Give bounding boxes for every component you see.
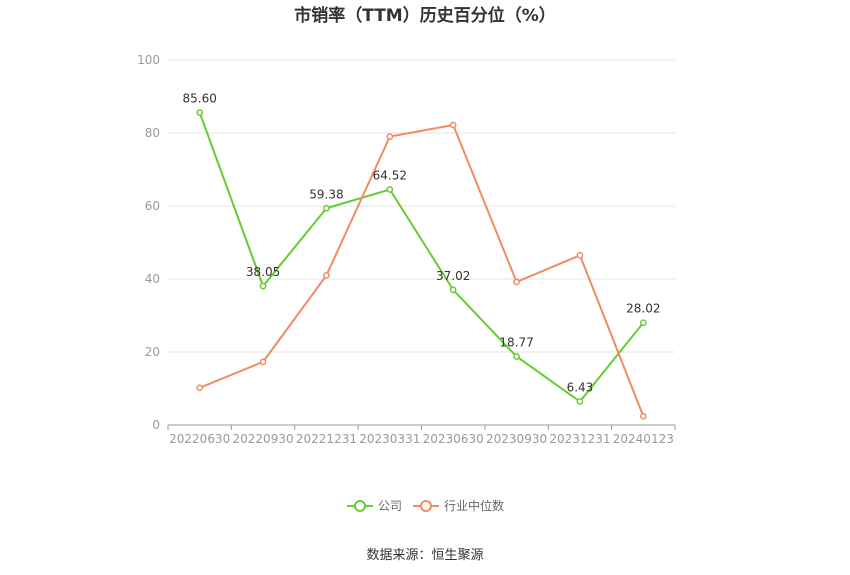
data-point-industry[interactable] xyxy=(259,358,267,366)
y-tick-label: 100 xyxy=(137,53,160,67)
legend: 公司 行业中位数 xyxy=(347,498,504,513)
data-point-company[interactable] xyxy=(576,398,584,405)
data-point-company[interactable] xyxy=(513,353,520,360)
data-point-company[interactable] xyxy=(196,109,204,116)
data-label-company: 37.02 xyxy=(436,269,470,283)
data-point-industry[interactable] xyxy=(323,272,330,279)
data-label-company: 38.05 xyxy=(246,265,280,279)
data-label-company: 6.43 xyxy=(567,381,594,395)
data-label-company: 28.02 xyxy=(626,302,660,316)
x-tick-label: 20230930 xyxy=(486,432,547,446)
data-point-company[interactable] xyxy=(259,282,267,290)
legend-marker-company xyxy=(354,500,366,512)
data-label-company: 64.52 xyxy=(373,169,407,183)
data-label-company: 18.77 xyxy=(499,335,533,349)
data-point-industry[interactable] xyxy=(576,251,584,259)
y-tick-label: 0 xyxy=(152,418,160,432)
x-tick-label: 20220930 xyxy=(233,432,294,446)
data-source: 数据来源：恒生聚源 xyxy=(366,548,483,563)
data-label-company: 59.38 xyxy=(309,187,343,201)
x-tick-label: 20221231 xyxy=(296,432,357,446)
legend-item-company[interactable]: 公司 xyxy=(347,499,402,513)
y-tick-label: 20 xyxy=(145,345,160,359)
data-point-industry[interactable] xyxy=(639,412,647,420)
data-point-company[interactable] xyxy=(449,286,457,294)
series-line-industry xyxy=(199,123,645,417)
chart-title: 市销率（TTM）历史百分位（%） xyxy=(294,5,556,26)
legend-label-industry: 行业中位数 xyxy=(444,498,504,513)
data-point-company[interactable] xyxy=(386,186,394,193)
y-tick-label: 60 xyxy=(145,199,160,213)
x-tick-label: 20231231 xyxy=(549,432,610,446)
x-tick-label: 20230331 xyxy=(359,432,420,446)
data-point-company[interactable] xyxy=(639,319,647,327)
legend-item-industry[interactable]: 行业中位数 xyxy=(413,498,504,513)
x-tick-label: 20220630 xyxy=(169,432,230,446)
y-tick-label: 80 xyxy=(145,126,160,140)
legend-marker-industry xyxy=(420,500,432,512)
x-tick-label: 20230630 xyxy=(423,432,484,446)
x-tick-label: 20240123 xyxy=(613,432,674,446)
data-point-industry[interactable] xyxy=(449,121,457,129)
data-point-industry[interactable] xyxy=(386,133,394,140)
data-point-industry[interactable] xyxy=(513,278,520,286)
data-point-industry[interactable] xyxy=(196,384,204,392)
legend-label-company: 公司 xyxy=(378,499,402,513)
data-label-company: 85.60 xyxy=(183,92,217,106)
data-point-company[interactable] xyxy=(323,204,330,212)
y-tick-label: 40 xyxy=(145,272,160,286)
series-line-company xyxy=(198,112,645,403)
